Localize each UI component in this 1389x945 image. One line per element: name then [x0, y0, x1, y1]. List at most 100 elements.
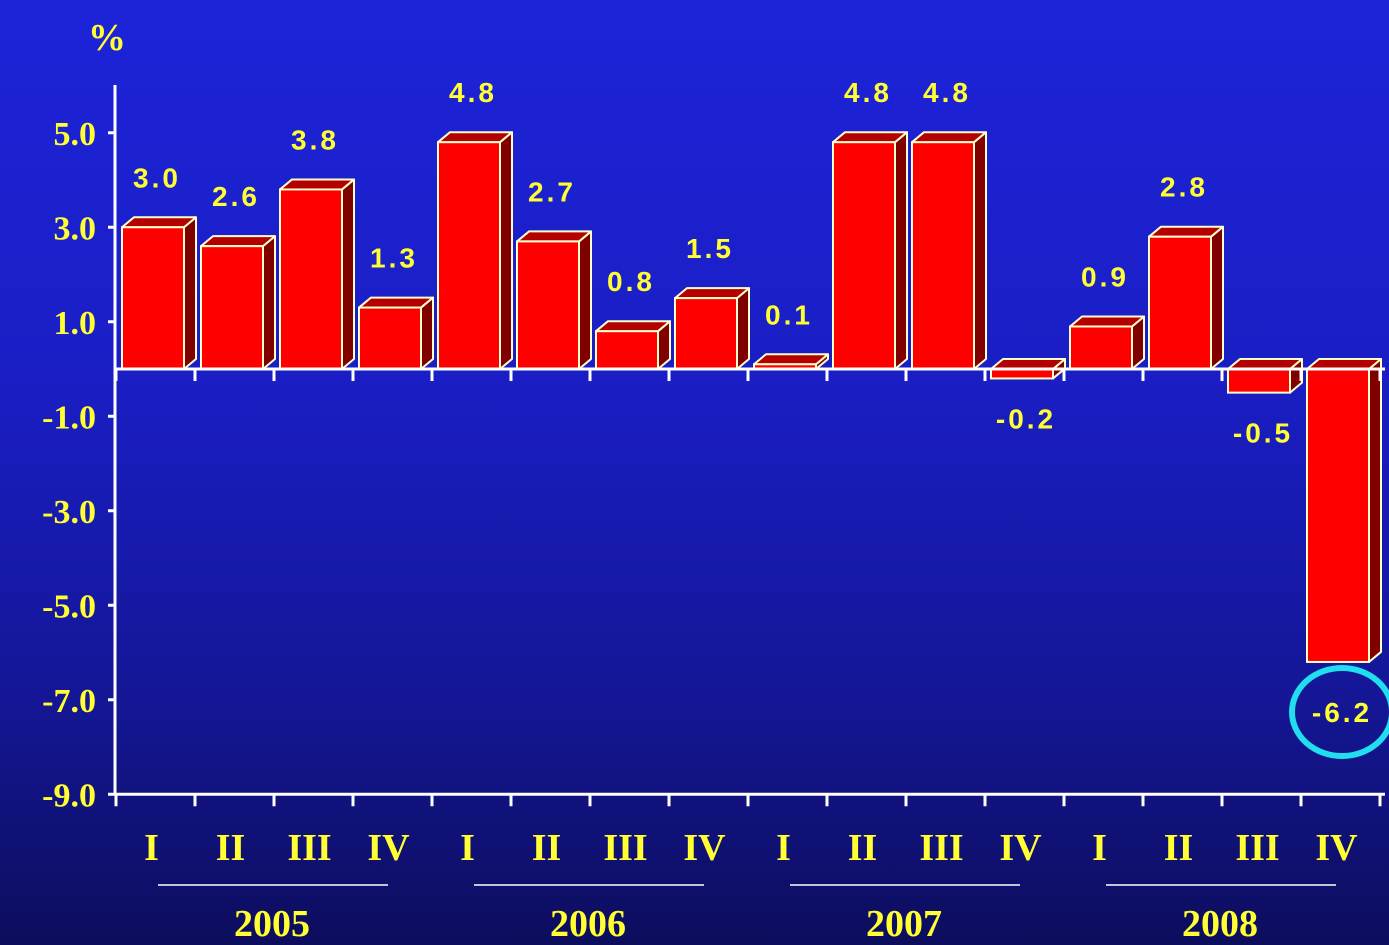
bar-front	[911, 141, 975, 370]
data-label: 1.5	[686, 233, 734, 264]
bar-front	[1069, 325, 1133, 371]
bar-front	[832, 141, 896, 370]
bar-top	[200, 235, 276, 248]
bar-top	[121, 216, 197, 229]
bar	[279, 178, 355, 370]
x-tick-label: III	[1235, 827, 1279, 869]
y-tick-label: 3.0	[54, 210, 97, 247]
x-tick-label: II	[1164, 827, 1194, 869]
year-groups: 2005 2006 2007 2008	[158, 884, 1336, 945]
bar-side	[973, 131, 987, 370]
x-tick-label: II	[848, 827, 878, 869]
bar	[832, 131, 908, 370]
bar	[437, 131, 513, 370]
x-tick-label: I	[1092, 827, 1107, 869]
bar-top	[358, 296, 434, 309]
x-tick-label: III	[919, 827, 963, 869]
bar-front	[1227, 368, 1291, 394]
bar-top	[1148, 225, 1224, 238]
bar	[1069, 315, 1145, 371]
bar-side	[578, 230, 592, 370]
highlight-circle	[1289, 665, 1389, 759]
data-label: 3.0	[133, 162, 181, 193]
data-label: -0.5	[1233, 418, 1293, 449]
y-axis-ticks: 5.0 3.0 1.0 -1.0 -3.0 -5.0 -7.0 -9.0	[42, 116, 115, 814]
bar	[200, 235, 276, 370]
x-tick-label: IV	[999, 827, 1042, 869]
bar-front	[279, 188, 343, 370]
year-label: 2006	[550, 903, 626, 945]
bar-front	[437, 141, 501, 370]
bar-top	[832, 131, 908, 144]
bar-front	[121, 226, 185, 370]
year-label: 2005	[234, 903, 310, 945]
bar-front	[516, 240, 580, 370]
bar	[1148, 225, 1224, 370]
bar-top	[516, 230, 592, 243]
x-tick-label: IV	[367, 827, 410, 869]
bar-top	[437, 131, 513, 144]
bar	[911, 131, 987, 370]
y-tick-label: -3.0	[42, 494, 96, 531]
x-tick-label: IV	[1315, 827, 1358, 869]
data-label: -6.2	[1312, 697, 1372, 728]
x-tick-label: III	[603, 827, 647, 869]
bar-front	[674, 297, 738, 370]
x-tick-label: III	[287, 827, 331, 869]
bar-side	[341, 178, 355, 370]
year-label: 2008	[1182, 903, 1258, 945]
x-tick-label: I	[460, 827, 475, 869]
bar-top	[753, 353, 829, 366]
y-tick-label: -1.0	[42, 399, 96, 436]
y-tick-label: -9.0	[42, 777, 96, 814]
data-label: 1.3	[370, 243, 418, 274]
data-labels: 3.0 2.6 3.8 1.3 4.8 2.7 0.8 1.5 0.1 4.8 4.8 -0.2 0.9…	[133, 77, 1389, 759]
bar	[753, 353, 829, 370]
bar	[121, 216, 197, 370]
x-tick-label: II	[532, 827, 562, 869]
data-label: 0.8	[607, 266, 655, 297]
bar-front	[1148, 235, 1212, 370]
data-label: 0.9	[1081, 261, 1129, 292]
bar-top	[911, 131, 987, 144]
data-label: 2.6	[212, 181, 260, 212]
bar-front	[200, 245, 264, 370]
y-tick-label: -7.0	[42, 683, 96, 720]
bar	[674, 287, 750, 370]
bar	[1227, 358, 1303, 394]
data-label: 3.8	[291, 124, 339, 155]
bar-side	[1368, 358, 1382, 663]
bar	[1306, 358, 1382, 663]
x-axis-ticks: I II III IV I II III IV I II III IV I II III IV	[144, 827, 1358, 869]
bar	[358, 296, 434, 371]
y-unit-label: %	[88, 17, 126, 59]
bar-front	[1306, 368, 1370, 663]
data-label: 4.8	[923, 77, 971, 108]
bar-side	[262, 235, 276, 370]
bar-top	[595, 320, 671, 333]
x-tick-label: I	[776, 827, 791, 869]
bar	[595, 320, 671, 371]
x-tick-label: IV	[683, 827, 726, 869]
bar-top	[279, 178, 355, 191]
data-label: 4.8	[449, 77, 497, 108]
data-label: 0.1	[765, 299, 813, 330]
y-tick-label: 5.0	[54, 116, 97, 153]
bar-side	[894, 131, 908, 370]
bar-front	[595, 330, 659, 371]
bar-side	[183, 216, 197, 370]
bar-series	[121, 131, 1382, 663]
axes	[113, 85, 1385, 807]
data-label: -0.2	[996, 403, 1056, 434]
bar-front	[358, 306, 422, 371]
bar-top	[674, 287, 750, 300]
bar-side	[736, 287, 750, 370]
y-tick-label: 1.0	[54, 305, 97, 342]
y-tick-label: -5.0	[42, 588, 96, 625]
year-label: 2007	[866, 903, 942, 945]
data-label: 2.8	[1160, 172, 1208, 203]
data-label: 4.8	[844, 77, 892, 108]
data-label: 2.7	[528, 176, 576, 207]
x-tick-label: II	[216, 827, 246, 869]
bar-side	[420, 296, 434, 370]
